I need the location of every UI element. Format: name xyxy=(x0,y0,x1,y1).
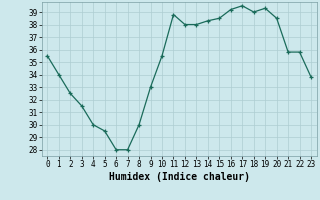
X-axis label: Humidex (Indice chaleur): Humidex (Indice chaleur) xyxy=(109,172,250,182)
